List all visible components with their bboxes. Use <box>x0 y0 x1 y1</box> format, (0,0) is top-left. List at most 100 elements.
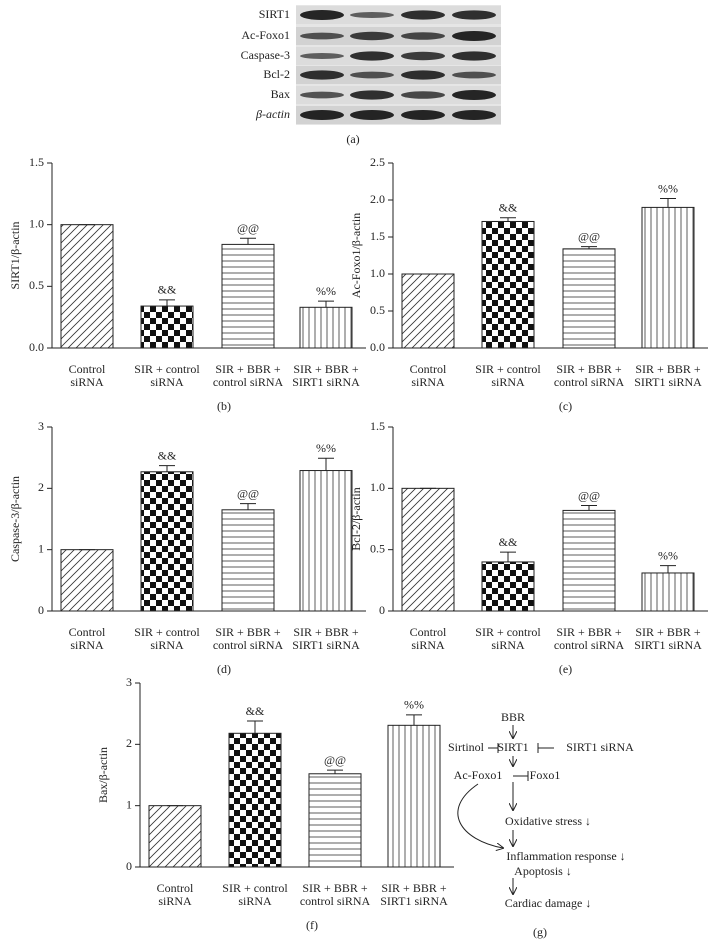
bar <box>641 206 695 349</box>
blot-label: SIRT1 <box>259 7 290 21</box>
bar <box>308 773 362 868</box>
blot-band <box>401 110 445 120</box>
annotation: %% <box>658 548 678 562</box>
x-tick-label: SIR + BBR + <box>293 362 358 376</box>
blot-band <box>401 70 445 80</box>
diagram-node: Inflammation response ↓ <box>506 849 625 863</box>
y-axis-label: Ac-Foxo1/β-actin <box>349 213 363 298</box>
error-bar <box>406 714 422 726</box>
diagram-node: Cardiac damage ↓ <box>505 896 592 910</box>
x-tick-label: siRNA <box>150 638 184 652</box>
x-tick-label: SIR + control <box>222 881 288 895</box>
y-axis-label: Bcl-2/β-actin <box>349 487 363 550</box>
diagram-node: Ac-Foxo1 <box>454 768 503 782</box>
annotation: && <box>246 704 265 718</box>
annotation: @@ <box>324 753 346 767</box>
y-tick-label: 2 <box>126 736 132 750</box>
error-bar <box>500 217 516 222</box>
y-tick-label: 0.0 <box>29 340 44 354</box>
panel-label: (b) <box>217 399 231 413</box>
y-tick-label: 1.0 <box>370 266 385 280</box>
bar <box>148 805 202 868</box>
annotation: %% <box>658 181 678 195</box>
blot-lane <box>296 6 501 24</box>
blot-band <box>401 10 445 20</box>
blot-band <box>300 10 344 20</box>
annotation: @@ <box>578 488 600 502</box>
annotation: @@ <box>578 229 600 243</box>
blot-lane <box>296 27 501 45</box>
y-tick-label: 3 <box>38 419 44 433</box>
bar <box>221 243 275 349</box>
bar <box>641 572 695 612</box>
y-tick-label: 0 <box>126 859 132 873</box>
y-tick-label: 1.0 <box>29 216 44 230</box>
diagram-node: SIRT1 <box>497 740 528 754</box>
annotation: @@ <box>237 221 259 235</box>
x-tick-label: siRNA <box>150 375 184 389</box>
error-bar <box>318 457 334 471</box>
diagram-node: Sirtinol <box>448 740 485 754</box>
annotation: %% <box>316 441 336 455</box>
blot-label: Ac-Foxo1 <box>241 28 290 42</box>
annotation: && <box>499 201 518 215</box>
x-tick-label: siRNA <box>238 894 272 908</box>
annotation: && <box>499 535 518 549</box>
x-tick-label: SIR + BBR + <box>215 625 280 639</box>
panel-label: (g) <box>533 925 547 939</box>
error-bar <box>318 300 334 308</box>
panel-label: (a) <box>346 132 359 146</box>
diagram-node: Foxo1 <box>530 768 561 782</box>
blot-band <box>350 51 394 61</box>
panel-label: (d) <box>217 662 231 676</box>
x-tick-label: SIR + BBR + <box>381 881 446 895</box>
error-bar <box>660 198 676 208</box>
blot-lane <box>296 106 501 124</box>
annotation: @@ <box>237 486 259 500</box>
error-bar <box>327 769 343 774</box>
y-tick-label: 1 <box>126 797 132 811</box>
error-bar <box>500 551 516 562</box>
annotation: && <box>158 283 177 297</box>
bar <box>481 220 535 349</box>
bar <box>387 724 441 868</box>
blot-lane <box>296 47 501 65</box>
error-bar <box>581 246 597 249</box>
bar <box>562 509 616 612</box>
x-tick-label: siRNA <box>158 894 192 908</box>
blot-label: Bcl-2 <box>263 67 290 81</box>
blot-band <box>350 71 394 79</box>
y-tick-label: 1.5 <box>370 419 385 433</box>
diagram-node: Oxidative stress ↓ <box>505 814 591 828</box>
x-tick-label: SIRT1 siRNA <box>380 894 448 908</box>
annotation: %% <box>316 284 336 298</box>
bar <box>140 471 194 612</box>
blot-band <box>401 91 445 99</box>
x-tick-label: SIR + BBR + <box>293 625 358 639</box>
bar <box>401 273 455 349</box>
y-axis-label: Caspase-3/β-actin <box>8 476 22 562</box>
x-tick-label: siRNA <box>70 375 104 389</box>
y-tick-label: 1.5 <box>370 229 385 243</box>
x-tick-label: SIR + control <box>475 625 541 639</box>
western-blot: SIRT1 Ac-Foxo1 Caspase-3 Bcl-2 Bax β-actin (a) <box>241 5 501 146</box>
x-tick-label: SIR + BBR + <box>635 362 700 376</box>
x-tick-label: SIRT1 siRNA <box>292 375 360 389</box>
bar <box>140 305 194 349</box>
bar <box>221 509 275 612</box>
panel-label: (f) <box>306 918 318 932</box>
blot-band <box>300 110 344 120</box>
blot-lane <box>296 86 501 104</box>
y-tick-label: 0.5 <box>370 541 385 555</box>
y-tick-label: 0 <box>38 603 44 617</box>
x-tick-label: SIR + control <box>134 625 200 639</box>
x-tick-label: control siRNA <box>554 375 625 389</box>
blot-band <box>452 51 496 61</box>
blot-label: Caspase-3 <box>241 48 290 62</box>
x-tick-label: Control <box>69 362 106 376</box>
x-tick-label: SIR + BBR + <box>635 625 700 639</box>
x-tick-label: SIRT1 siRNA <box>634 375 702 389</box>
blot-band <box>300 91 344 99</box>
bar <box>401 487 455 612</box>
y-tick-label: 3 <box>126 675 132 689</box>
